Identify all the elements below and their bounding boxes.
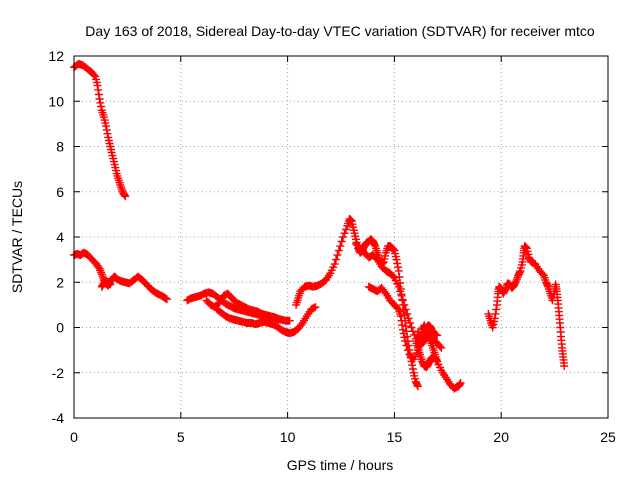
- data-point-group: [484, 242, 569, 370]
- y-tick-label: 0: [56, 320, 64, 336]
- x-tick-label: 15: [387, 429, 403, 445]
- data-point-group: [97, 277, 115, 291]
- y-tick-label: -4: [52, 410, 65, 426]
- plot-frame: [73, 55, 609, 419]
- y-tick-label: 4: [56, 229, 64, 245]
- chart-title: Day 163 of 2018, Sidereal Day-to-day VTE…: [85, 23, 595, 39]
- y-tick-label: 6: [56, 184, 64, 200]
- data-point-group: [213, 303, 320, 338]
- y-tick-label: 10: [48, 93, 64, 109]
- x-tick-label: 20: [493, 429, 509, 445]
- y-axis-label: SDTVAR / TECUs: [9, 181, 25, 293]
- x-axis-label: GPS time / hours: [287, 457, 394, 473]
- x-tick-labels: 0 5 10 15 20 25: [70, 429, 616, 445]
- x-tick-label: 25: [600, 429, 616, 445]
- y-tick-label: 8: [56, 139, 64, 155]
- x-tick-label: 10: [280, 429, 296, 445]
- data-point-group: [413, 321, 442, 343]
- x-tick-label: 5: [177, 429, 185, 445]
- y-tick-label: 2: [56, 274, 64, 290]
- data-point-group: [411, 337, 442, 372]
- y-tick-label: 12: [48, 48, 64, 64]
- y-tick-label: -2: [52, 365, 65, 381]
- data-points: [70, 59, 569, 393]
- x-tick-label: 0: [70, 429, 78, 445]
- data-point-group: [202, 289, 284, 324]
- y-tick-labels: -4 -2 0 2 4 6 8 10 12: [48, 48, 64, 426]
